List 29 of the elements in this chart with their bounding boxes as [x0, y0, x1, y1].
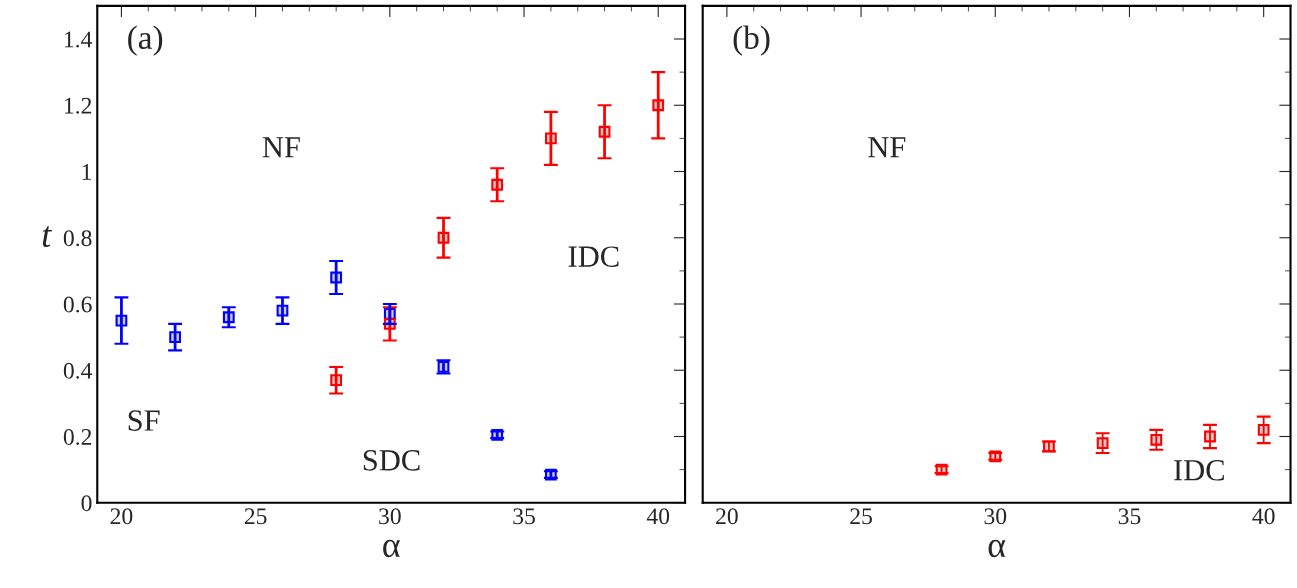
y-tick-label: 0 [81, 495, 92, 512]
x-tick-label: 40 [1252, 508, 1275, 525]
y-tick-label: 0.8 [63, 230, 92, 247]
y-tick-label: 1.4 [64, 31, 93, 48]
y-tick-label: 0.6 [63, 296, 92, 313]
x-tick-label: 40 [646, 508, 670, 525]
annotation: (b) [733, 25, 770, 56]
y-tick-label: 0.2 [63, 428, 92, 446]
y-tick-label: 1.2 [64, 97, 92, 114]
annotation: NF [262, 137, 300, 158]
x-tick-label: 30 [379, 508, 401, 525]
annotation: IDC [568, 246, 619, 267]
x-axis-title: α [383, 539, 400, 558]
annotation: NF [868, 137, 906, 158]
x-tick-label: 35 [513, 508, 535, 525]
y-tick-label: 1 [82, 164, 91, 180]
x-tick-label: 25 [244, 508, 267, 525]
y-tick-label: 0.4 [63, 362, 93, 379]
annotation: IDC [1174, 460, 1224, 481]
annotation: SDC [363, 450, 420, 471]
x-tick-label: 20 [716, 508, 738, 525]
annotation: SF [128, 410, 160, 431]
annotation: (a) [128, 25, 163, 56]
x-tick-label: 35 [1118, 508, 1141, 525]
x-tick-label: 20 [110, 508, 133, 525]
x-tick-label: 30 [984, 508, 1007, 525]
x-axis-title: α [988, 539, 1006, 558]
y-axis-title: t [42, 226, 52, 247]
x-tick-label: 25 [850, 508, 872, 525]
